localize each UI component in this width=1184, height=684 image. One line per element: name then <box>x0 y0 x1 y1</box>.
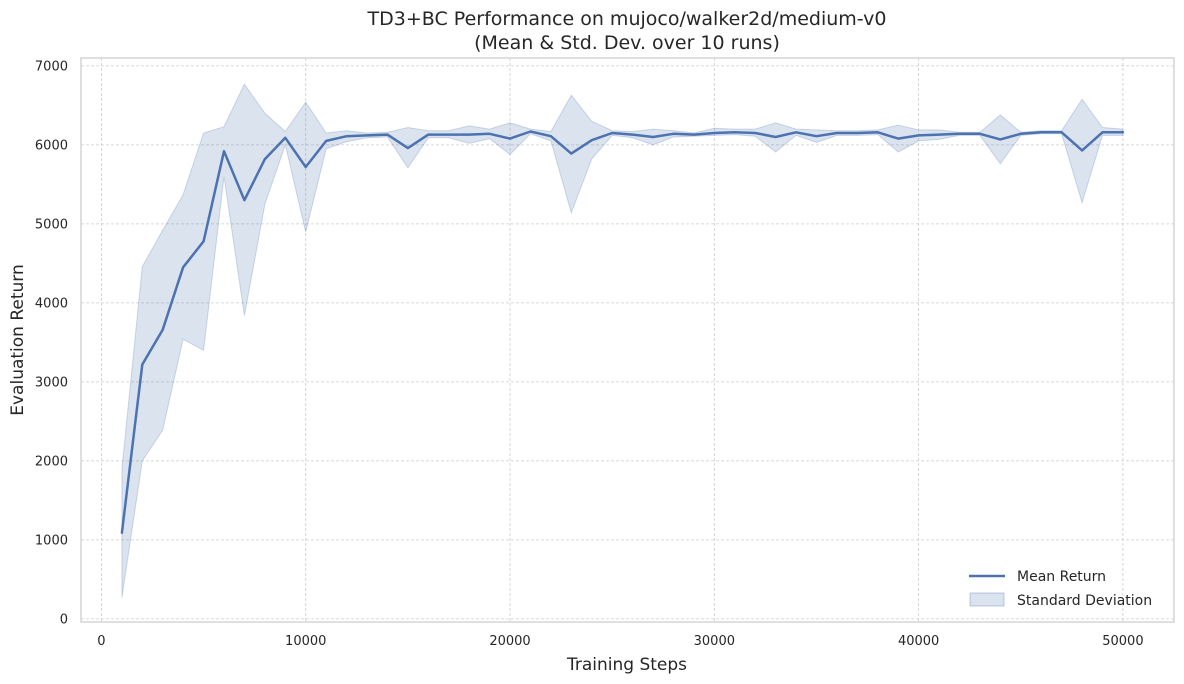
y-tick-label: 6000 <box>35 138 68 153</box>
y-axis-ticks: 0 1000 2000 3000 4000 5000 6000 7000 <box>35 59 68 627</box>
y-tick-label: 4000 <box>35 296 68 311</box>
x-tick-label: 40000 <box>898 634 939 649</box>
x-tick-label: 0 <box>97 634 105 649</box>
std-dev-band-layer <box>121 83 1124 598</box>
x-tick-label: 20000 <box>489 634 530 649</box>
plot-background <box>81 58 1174 622</box>
plot-area <box>80 57 1175 623</box>
y-tick-label: 3000 <box>35 375 68 390</box>
y-tick-label: 1000 <box>35 533 68 548</box>
mean-return-line <box>120 130 1125 534</box>
y-tick-label: 0 <box>60 612 68 627</box>
y-tick-label: 2000 <box>35 454 68 469</box>
y-axis-label: Evaluation Return <box>8 264 28 416</box>
chart-title: TD3+BC Performance on mujoco/walker2d/me… <box>367 8 887 30</box>
x-axis-label: Training Steps <box>566 655 687 675</box>
std-dev-band <box>121 83 1124 598</box>
legend: Mean Return Standard Deviation <box>969 569 1152 609</box>
x-axis-ticks: 0 10000 20000 30000 40000 50000 <box>97 634 1143 649</box>
legend-std-dev-swatch <box>969 592 1005 607</box>
legend-std-dev-label: Standard Deviation <box>1017 593 1152 609</box>
x-tick-label: 10000 <box>285 634 326 649</box>
plot-frame <box>80 57 1175 623</box>
x-tick-label: 30000 <box>694 634 735 649</box>
legend-mean-label: Mean Return <box>1017 569 1106 585</box>
mean-line-layer <box>120 130 1125 534</box>
chart-subtitle: (Mean & Std. Dev. over 10 runs) <box>474 32 780 54</box>
y-tick-label: 7000 <box>35 59 68 74</box>
grid <box>81 58 1174 622</box>
x-tick-label: 50000 <box>1102 634 1143 649</box>
y-tick-label: 5000 <box>35 217 68 232</box>
